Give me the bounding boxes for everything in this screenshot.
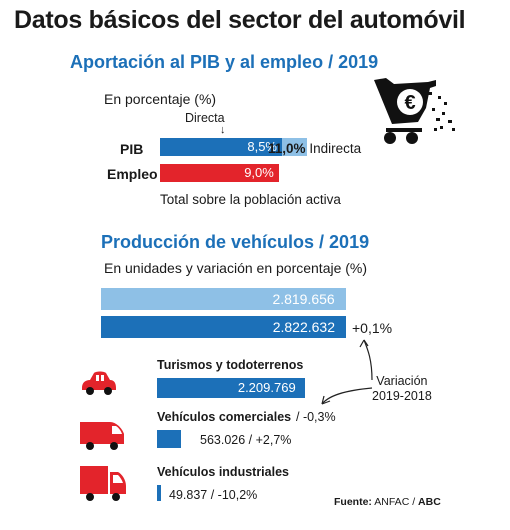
pib-section-title: Aportación al PIB y al empleo / 2019 [70, 52, 379, 72]
comerciales-value: 563.026 [200, 433, 246, 447]
variacion-period: 2019-2018 [372, 389, 432, 403]
production-subtitle: En unidades y variación en porcentaje (%… [104, 260, 368, 276]
comerciales-label: Vehículos comerciales [157, 410, 292, 424]
pib-unit-label: En porcentaje (%) [104, 91, 217, 107]
comerciales-value-group: 563.026 / +2,7% [200, 433, 291, 447]
indirecta-label: Indirecta [309, 141, 362, 156]
red-car-icon [82, 371, 116, 395]
variacion-arrows-icon [321, 339, 373, 405]
red-truck-icon [80, 466, 126, 501]
value-2018: 2.819.656 [272, 291, 335, 307]
pib-direct-bar [160, 138, 282, 156]
industriales-label: Vehículos industriales [157, 465, 289, 479]
directa-arrow-icon: ↓ [220, 124, 226, 136]
total-change: +0,1% [352, 320, 393, 336]
turismos-label: Turismos y todoterrenos [157, 358, 304, 372]
variacion-annotation: Variación 2019-2018 [372, 374, 432, 404]
red-van-icon [80, 422, 124, 450]
turismos-value: 2.209.769 [237, 380, 296, 395]
source-org: ANFAC [374, 496, 410, 508]
variacion-label: Variación [376, 374, 428, 388]
production-section-title: Producción de vehículos / 2019 [101, 232, 370, 252]
pib-indirect-bar [282, 138, 308, 156]
euro-shopping-cart-icon: € [374, 78, 455, 144]
pib-row-label: PIB [120, 141, 144, 157]
main-title: Datos básicos del sector del automóvil [14, 6, 466, 34]
industriales-value-group: 49.837 / -10,2% [169, 488, 257, 502]
industriales-change: / -10,2% [210, 488, 258, 502]
pib-indirect-value: 11,0% [268, 141, 306, 156]
value-2019: 2.822.632 [272, 319, 335, 335]
empleo-value: 9,0% [244, 165, 274, 180]
empleo-bar [160, 164, 279, 182]
bar-turismos [157, 378, 305, 398]
pib-direct-value: 8,5% [247, 139, 277, 154]
directa-label: Directa [185, 111, 225, 125]
comerciales-change: / +2,7% [248, 433, 292, 447]
empleo-note: Total sobre la población activa [160, 192, 341, 207]
pib-indirect-legend: 11,0% Indirecta [268, 141, 361, 156]
bar-2019 [101, 316, 346, 338]
empleo-row-label: Empleo [107, 166, 158, 182]
source-brand: ABC [418, 496, 441, 508]
source-separator: / [412, 496, 416, 508]
bar-comerciales [157, 430, 182, 448]
svg-text:€: € [404, 92, 415, 114]
turismos-change: / -0,3% [296, 410, 336, 424]
bar-industriales [157, 485, 161, 501]
industriales-value: 49.837 [169, 488, 208, 502]
bar-2018 [101, 288, 346, 310]
source-note: Fuente: ANFAC / ABC [334, 496, 441, 508]
source-label: Fuente: [334, 496, 372, 508]
